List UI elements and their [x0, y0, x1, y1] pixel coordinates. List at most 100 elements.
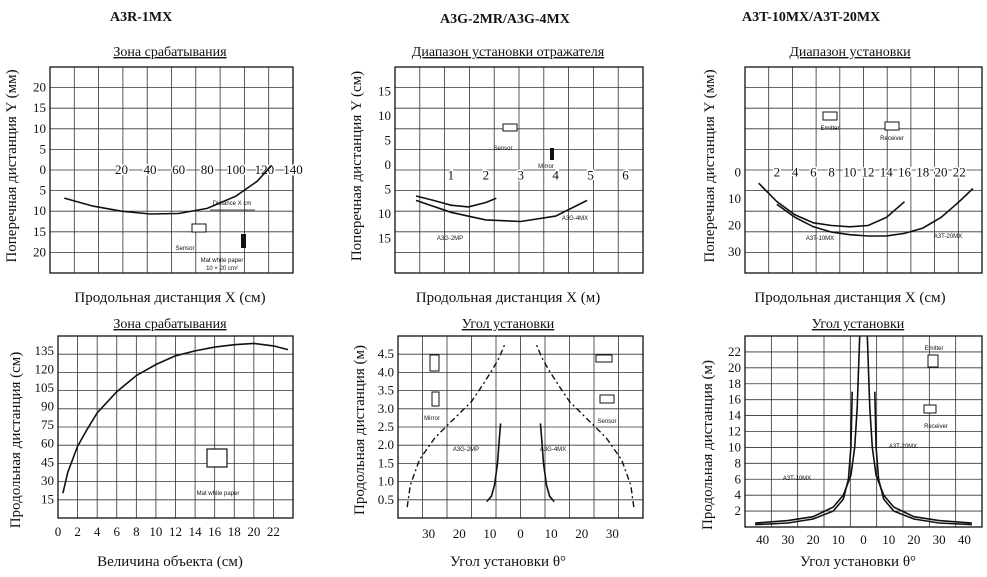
c2-series-1-line	[415, 199, 588, 223]
c2-ytick: 15	[378, 84, 391, 99]
c3-ytick: 20	[728, 217, 741, 232]
c4-xtick: 2	[74, 524, 81, 539]
c6-xtick: 40	[756, 532, 769, 547]
c1-annot-distance: Distance X cm	[213, 201, 252, 207]
c4-ytick: 135	[35, 343, 55, 358]
c3-xtick: 20	[934, 165, 947, 180]
c4-xlabel: Величина объекта (см)	[97, 554, 243, 570]
c1-xlabel: Продольная дистанция X (см)	[74, 290, 265, 306]
c2-ytick: 10	[378, 206, 391, 221]
c5-frame	[397, 335, 644, 519]
c6-ytick: 16	[728, 392, 742, 407]
c4-ytick: 30	[41, 473, 54, 488]
c5-series-1-line-mirror	[535, 343, 635, 508]
c4-frame	[57, 335, 294, 519]
c6-xtick: 30	[933, 532, 946, 547]
c4-ytick: 75	[41, 417, 54, 432]
c1-frame	[49, 66, 294, 274]
c4-xtick: 0	[55, 524, 62, 539]
c2-annot-2mp: A3G-2MP	[437, 236, 463, 242]
c5-annot-2mp: A3G-2MP	[453, 447, 479, 453]
c2-annot-sensor: Sensor	[493, 146, 512, 152]
c5-ytick: 2.0	[378, 437, 394, 452]
c4-xtick: 20	[247, 524, 260, 539]
c4-xtick: 4	[94, 524, 101, 539]
c1-ytick: 5	[40, 183, 47, 198]
c5-ytick: 4.5	[378, 346, 394, 361]
c2-ytick: 5	[385, 133, 392, 148]
c2-mirror-icon	[550, 148, 554, 160]
c1-ytick: 10	[33, 203, 46, 218]
c5-series-0-line	[486, 423, 502, 503]
c1-xtick: 80	[201, 162, 214, 177]
c6-ytick: 10	[728, 439, 741, 454]
c5-xtick: 30	[606, 526, 619, 541]
c6-annot-20mx: A3T-20MX	[889, 444, 917, 450]
c5-xtick: 10	[545, 526, 558, 541]
c5-ytick: 4.0	[378, 364, 394, 379]
c2-xlabel: Продольная дистанция X (м)	[416, 290, 601, 306]
c3-xtick: 12	[862, 165, 875, 180]
c2-xtick: 1	[448, 167, 455, 182]
c5-xtick: 30	[422, 526, 435, 541]
c5-ytick: 1.5	[378, 455, 394, 470]
c1-xtick: 100	[226, 162, 246, 177]
c4-xtick: 16	[208, 524, 222, 539]
c3-receiver-icon	[884, 121, 900, 131]
header-a3r: A3R-1MX	[110, 10, 173, 25]
c6-xtick: 20	[807, 532, 820, 547]
c3-xtick: 14	[880, 165, 894, 180]
c2-xtick: 3	[517, 167, 524, 182]
c5-annot-4mx: A3G-4MX	[540, 447, 566, 453]
c5-ytick: 2.5	[378, 419, 394, 434]
c4-xtick: 6	[114, 524, 121, 539]
c6-series-1-line-mirror	[874, 391, 972, 526]
c4-ylabel: Продольная дистанция (см)	[8, 352, 24, 529]
c3-xtick: 8	[828, 165, 835, 180]
c3-annot-emitter: Emitter	[820, 126, 839, 132]
c6-xtick: 40	[958, 532, 971, 547]
c1-target-icon	[241, 234, 246, 248]
c2-grid	[395, 67, 643, 273]
c3-ylabel: Поперечная дистанция Y (мм)	[702, 69, 718, 262]
c4-xtick: 22	[267, 524, 280, 539]
c4-ytick: 15	[41, 491, 54, 506]
c1-ytick: 5	[40, 141, 47, 156]
c4-ytick: 105	[35, 380, 55, 395]
c1-xtick: 40	[144, 162, 157, 177]
c4-xtick: 12	[169, 524, 182, 539]
c1-sensor-icon	[191, 223, 207, 233]
c4-ytick: 60	[41, 436, 54, 451]
c3-ytick: 0	[735, 165, 742, 180]
c2-series-0-line	[415, 195, 497, 208]
c5-title: Угол установки	[462, 317, 555, 332]
c3-ytick: 30	[728, 244, 741, 259]
c2-ytick: 15	[378, 231, 391, 246]
c1-ytick: 0	[40, 162, 47, 177]
c1-series-0-line	[64, 164, 273, 215]
c4-xtick: 14	[189, 524, 203, 539]
c3-annot-10mx: A3T-10MX	[806, 236, 834, 242]
c2-ytick: 5	[385, 182, 392, 197]
c4-ytick: 120	[35, 361, 55, 376]
c6-xtick: 10	[832, 532, 845, 547]
c6-annot-10mx: A3T-10MX	[783, 476, 811, 482]
c1-xtick: 120	[255, 162, 275, 177]
c6-annot-receiver: Receiver	[924, 424, 948, 430]
c6-title: Угол установки	[812, 317, 905, 332]
c1-ytick: 15	[33, 100, 46, 115]
c6-ytick: 4	[735, 487, 742, 502]
c1-annot-size: 10 × 20 cm²	[206, 266, 238, 272]
c6-series-0-line	[755, 335, 861, 524]
c1-title: Зона срабатывания	[113, 45, 227, 60]
c3-ytick: 10	[728, 191, 741, 206]
c6-emitter-icon	[927, 354, 939, 368]
c3b-series-0-line	[776, 187, 974, 237]
c2-xtick: 4	[552, 167, 559, 182]
c1-ytick: 15	[33, 224, 46, 239]
c3-series-0-line	[758, 182, 906, 228]
c5-annot-sensor: Sensor	[597, 419, 616, 425]
c3-frame	[744, 66, 983, 274]
c3-xtick: 18	[916, 165, 929, 180]
c6-ylabel: Продольная дистанция (м)	[700, 360, 716, 530]
